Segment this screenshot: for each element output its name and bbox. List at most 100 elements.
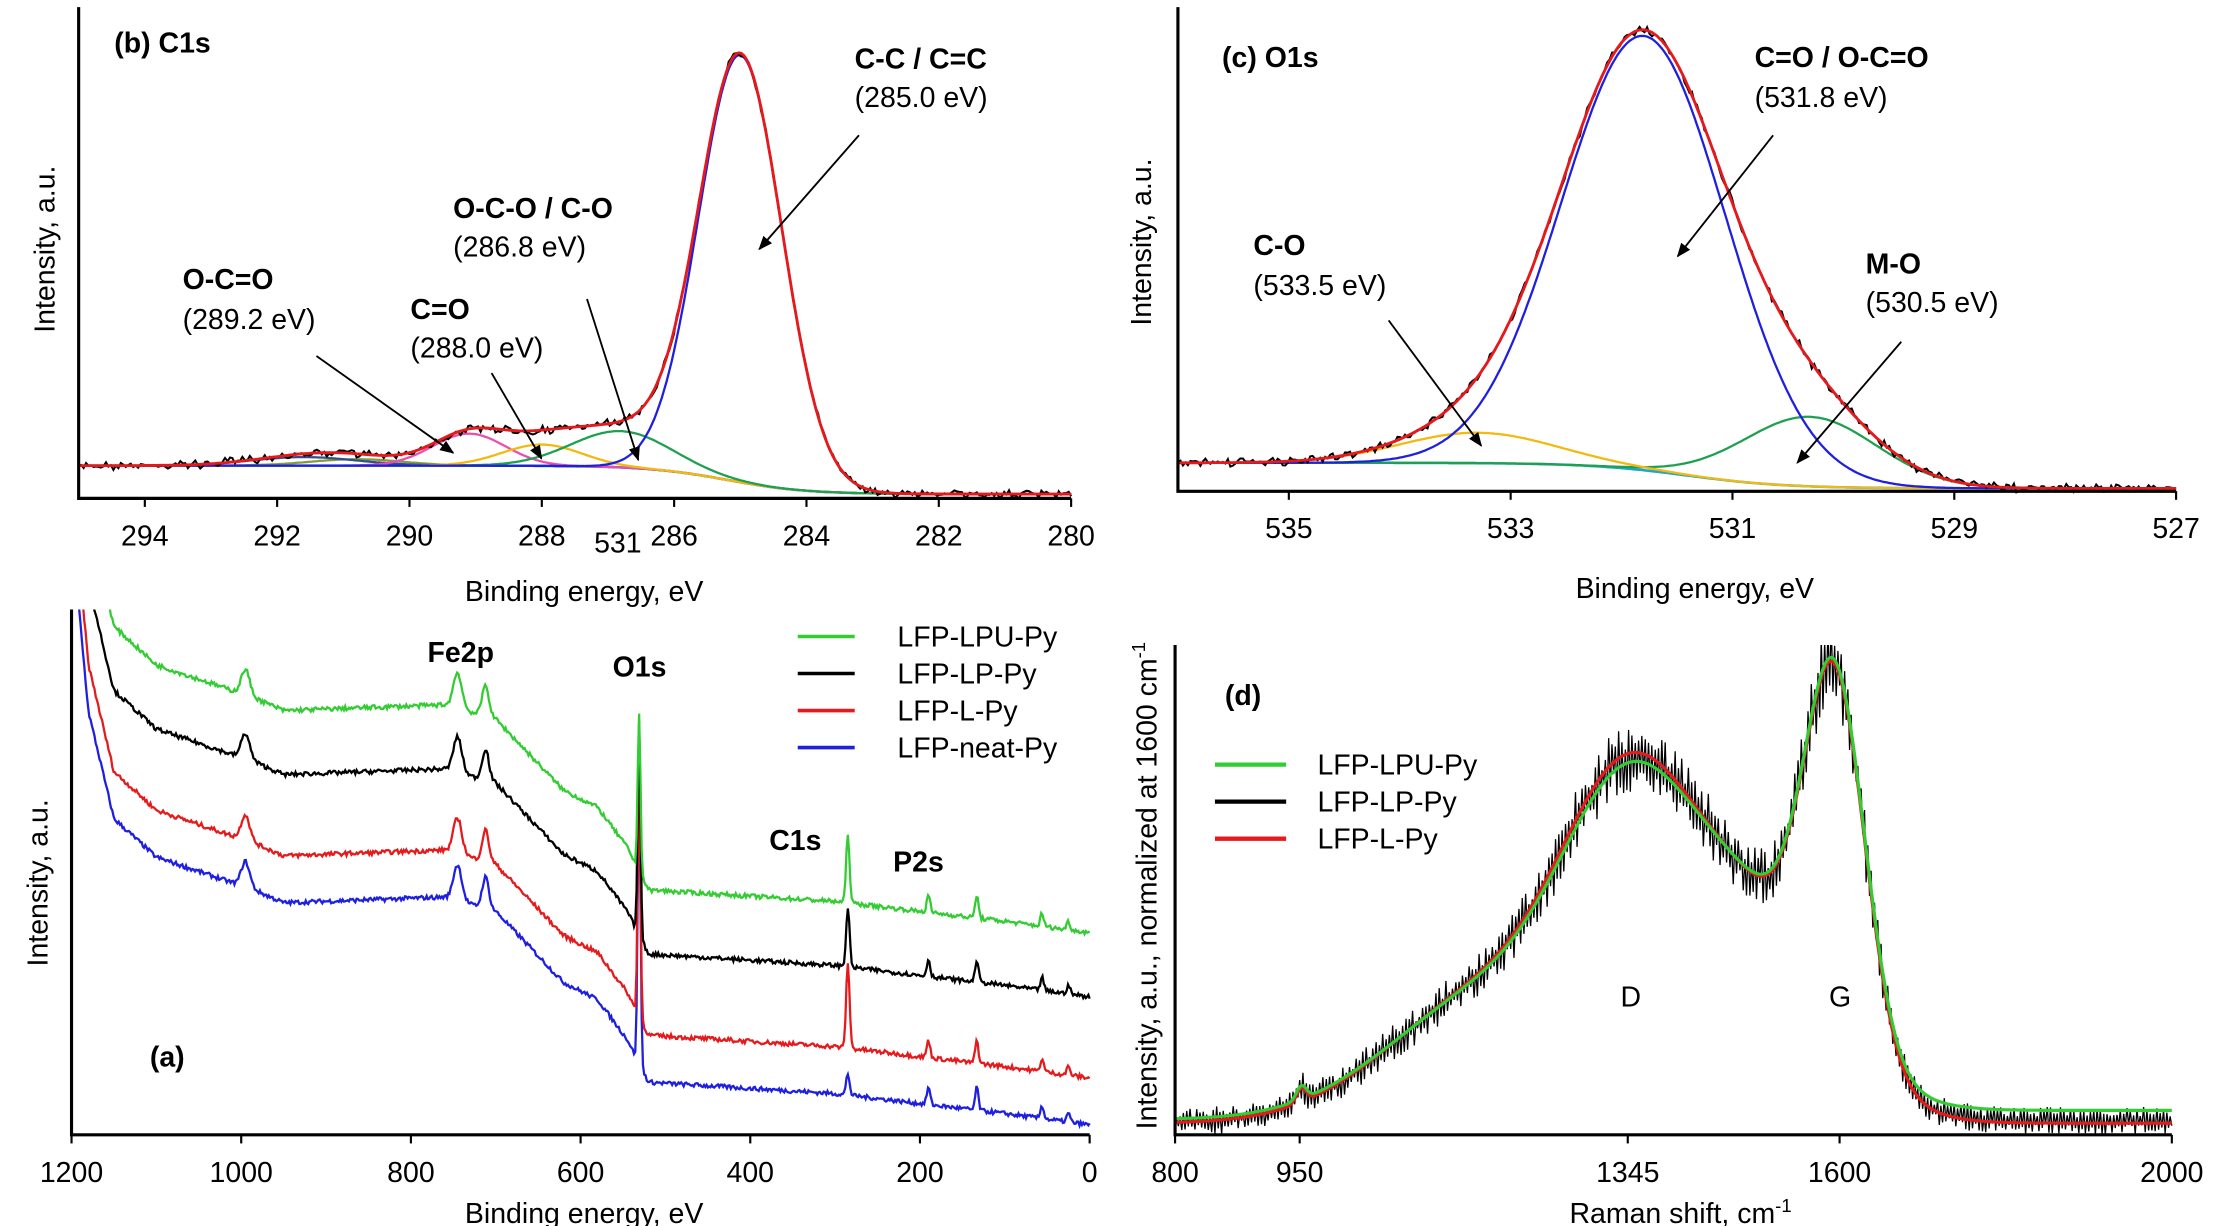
b-tick-label: 286 — [650, 520, 698, 552]
c-tick-label: 531 — [1709, 513, 1757, 545]
b-tick-label: 280 — [1047, 520, 1095, 552]
a-xlabel: Binding energy, eV — [465, 1198, 703, 1226]
legend-label: LFP-L-Py — [1317, 824, 1438, 856]
d-xlabel: Raman shift, cm-1 — [1570, 1195, 1792, 1226]
a-curves — [78, 609, 1091, 1130]
raman-line-LFP-L-Py — [1175, 659, 2172, 1125]
b-ylabel: Intensity, a.u. — [29, 166, 61, 333]
b-arrow-cc — [758, 134, 860, 251]
a-label-fe2p: Fe2p — [428, 637, 494, 669]
a-tick-label: 1200 — [40, 1157, 103, 1189]
a-tick-label: 800 — [387, 1157, 435, 1189]
a-tick-label: 600 — [557, 1157, 605, 1189]
c-label-c-o: C-O — [1253, 230, 1305, 262]
a-tick-label: 0 — [1082, 1157, 1098, 1189]
b-energy-cc: (285.0 eV) — [855, 82, 988, 114]
c-energy-co: (531.8 eV) — [1755, 82, 1888, 114]
background-line — [1177, 461, 2177, 490]
c-xlabel: Binding energy, eV — [1576, 573, 1814, 605]
b-arrow-oco — [586, 298, 640, 462]
b-tick-label: 288 — [518, 520, 566, 552]
b-tick-label: 292 — [253, 520, 301, 552]
d-band-g: G — [1829, 982, 1851, 1014]
survey-line-LFP-LP-Py — [93, 609, 1091, 1001]
c-curves — [1177, 24, 2177, 495]
b-stray-label: 531 — [594, 527, 642, 559]
raman-line-LFP-LP-Py — [1175, 645, 2173, 1135]
envelope-line — [78, 51, 1072, 496]
legend-label: LFP-LPU-Py — [1317, 750, 1478, 782]
c-arrow-c-o — [1387, 319, 1483, 447]
a-label-p2s: P2s — [893, 846, 944, 878]
c-axes — [1176, 7, 2177, 493]
c-arrow-mo — [1796, 341, 1902, 464]
c-label-mo: M-O — [1866, 248, 1921, 280]
legend-label: LFP-L-Py — [897, 696, 1018, 728]
component-line — [78, 443, 1072, 496]
c-energy-c-o: (533.5 eV) — [1253, 270, 1386, 302]
survey-line-LFP-LPU-Py — [108, 609, 1091, 937]
b-energy-co: (288.0 eV) — [410, 332, 543, 364]
d-curves — [1175, 645, 2173, 1135]
b-axes — [77, 7, 1072, 500]
component-line — [1177, 431, 2177, 490]
d-band-d: D — [1620, 982, 1641, 1014]
b-tick-label: 284 — [783, 520, 831, 552]
a-xticks: 1200 1000 800 600 400 200 0 — [40, 1134, 1098, 1189]
survey-line-LFP-L-Py — [82, 609, 1091, 1082]
legend-label: LFP-LP-Py — [897, 658, 1037, 690]
b-label-ocoo: O-C=O — [183, 264, 274, 296]
envelope-line — [1177, 28, 2177, 490]
d-ylabel: Intensity, a.u., normalized at 1600 cm-1 — [1128, 642, 1163, 1129]
c-tick-label: 529 — [1931, 513, 1979, 545]
a-ylabel: Intensity, a.u. — [22, 799, 54, 966]
a-tick-label: 1000 — [210, 1157, 273, 1189]
b-title: (b) C1s — [114, 28, 211, 60]
b-energy-oco: (286.8 eV) — [453, 231, 586, 263]
component-line — [1177, 34, 2177, 490]
b-tick-label: 294 — [121, 520, 169, 552]
a-title: (a) — [150, 1042, 185, 1074]
b-tick-label: 290 — [386, 520, 434, 552]
measured-line — [1177, 24, 2177, 495]
b-xticks: 294 292 290 288 286 284 282 280 — [121, 498, 1095, 552]
d-tick-label: 1600 — [1808, 1157, 1871, 1189]
b-energy-ocoo: (289.2 eV) — [183, 304, 316, 336]
a-label-c1s: C1s — [769, 825, 821, 857]
a-legend: LFP-LPU-Py LFP-LP-Py LFP-L-Py LFP-neat-Py — [797, 621, 1058, 765]
c-title: (c) O1s — [1222, 42, 1319, 74]
panel-c-o1s: 535 533 531 529 527 (c) O1s C=O / O-C=O (531… — [1126, 7, 2200, 605]
c-energy-mo: (530.5 eV) — [1866, 287, 1999, 319]
c-tick-label: 527 — [2152, 513, 2200, 545]
d-tick-label: 1345 — [1596, 1157, 1659, 1189]
c-tick-label: 535 — [1265, 513, 1313, 545]
c-ylabel: Intensity, a.u. — [1126, 158, 1158, 325]
b-curves — [78, 51, 1073, 501]
raman-line-LFP-LPU-Py — [1175, 655, 2172, 1121]
panel-d-raman: 800 950 1345 1600 2000 LFP-LPU-PyLFP-LP-PyLF… — [1128, 642, 2203, 1226]
legend-label: LFP-neat-Py — [897, 733, 1058, 765]
d-xticks: 800 950 1345 1600 2000 — [1151, 1134, 2203, 1189]
panel-b-c1s: 294 292 290 288 286 284 282 280 (b) C1s C-C / C… — [29, 7, 1095, 608]
b-tick-label: 282 — [915, 520, 963, 552]
panel-a-survey: 1200 1000 800 600 400 200 0 LFP-LPU-Py LFP-LP-P… — [22, 609, 1098, 1226]
c-label-co: C=O / O-C=O — [1755, 42, 1929, 74]
survey-line-LFP-neat-Py — [78, 609, 1091, 1130]
b-label-co: C=O — [410, 294, 469, 326]
a-tick-label: 200 — [896, 1157, 943, 1189]
legend-label: LFP-LP-Py — [1317, 787, 1457, 819]
d-tick-label: 800 — [1151, 1157, 1198, 1189]
component-line — [1177, 415, 2177, 490]
a-label-o1s: O1s — [613, 651, 667, 683]
b-arrow-co — [490, 372, 543, 460]
a-tick-label: 400 — [727, 1157, 775, 1189]
d-tick-label: 950 — [1276, 1157, 1323, 1189]
component-line — [78, 458, 1072, 496]
d-axes — [1173, 645, 2172, 1137]
c-xticks: 535 533 531 529 527 — [1265, 491, 2200, 545]
b-xlabel: Binding energy, eV — [465, 576, 703, 608]
d-legend: LFP-LPU-Py LFP-LP-Py LFP-L-Py — [1214, 750, 1478, 856]
c-tick-label: 533 — [1487, 513, 1535, 545]
d-tick-label: 2000 — [2140, 1157, 2203, 1189]
